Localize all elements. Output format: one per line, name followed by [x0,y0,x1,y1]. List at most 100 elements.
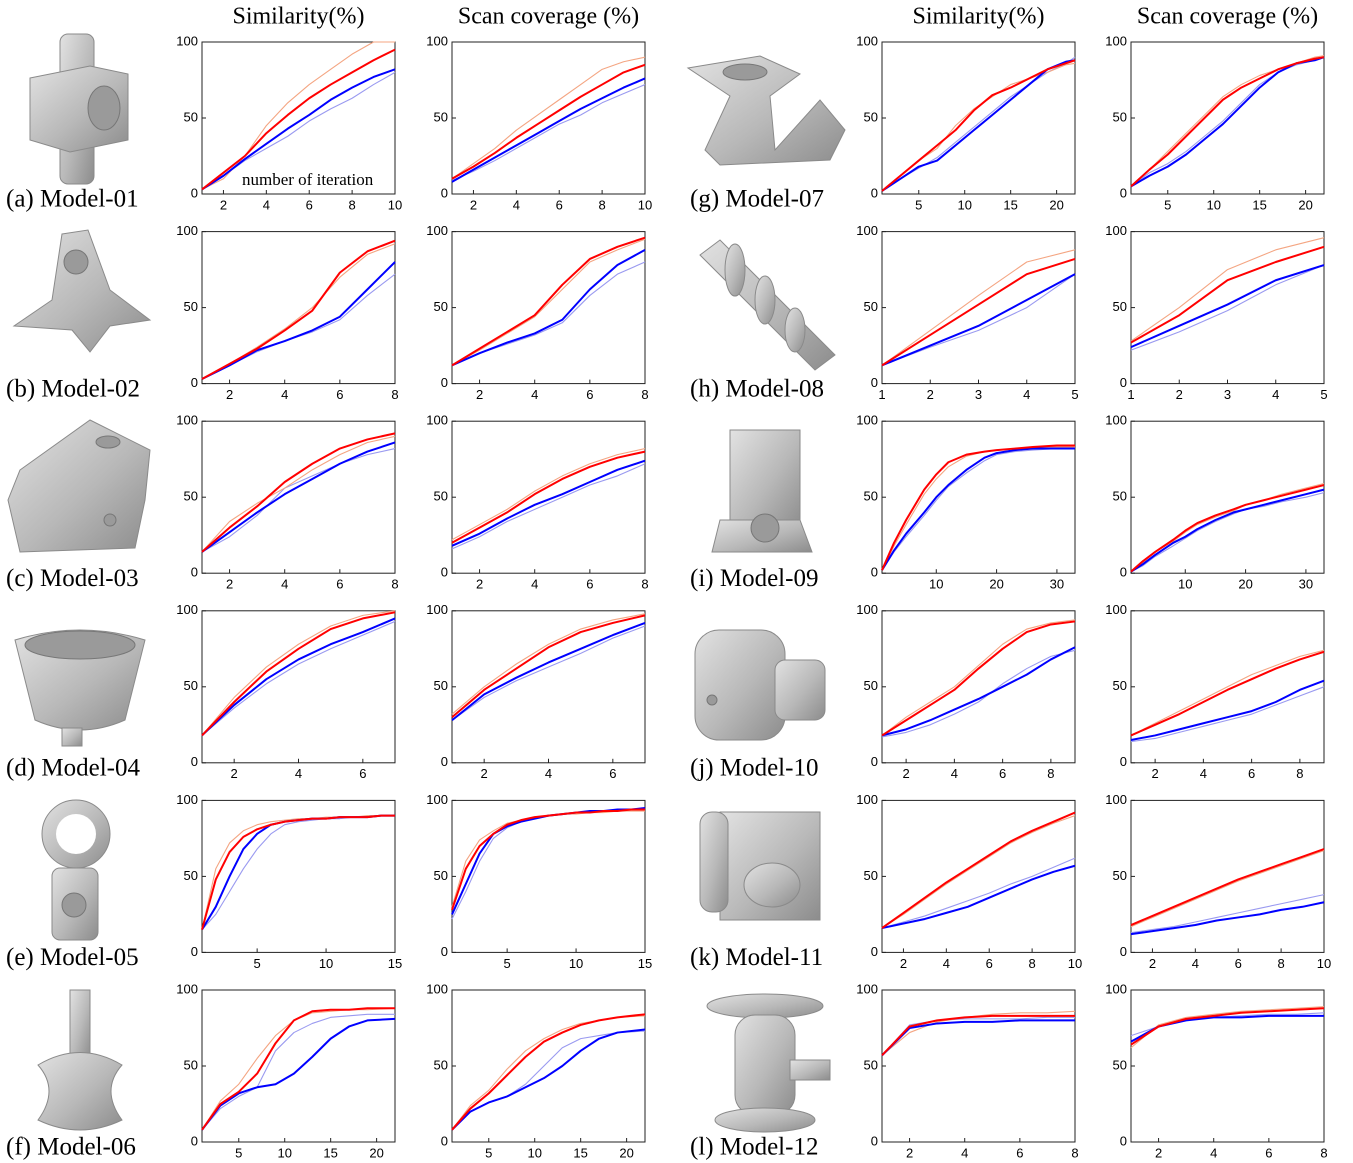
x-tick-label: 8 [391,577,398,592]
x-tick-label: 4 [281,387,288,402]
model-caption: (c) Model-03 [6,565,139,592]
model-10 [695,630,825,740]
model-03 [8,420,150,552]
chart: 0501002468 [176,413,398,592]
y-tick-label: 50 [864,489,878,504]
y-tick-label: 100 [176,981,198,996]
y-tick-label: 0 [1120,565,1127,580]
x-tick-label: 3 [975,387,982,402]
x-tick-label: 5 [485,1145,492,1160]
y-tick-label: 0 [441,375,448,390]
x-tick-label: 8 [1277,956,1284,971]
x-tick-label: 2 [903,766,910,781]
plot-frame [882,800,1075,952]
chart: 0501002468 [426,223,648,402]
model-caption: (k) Model-11 [690,944,823,971]
series-line [202,1014,395,1130]
y-tick-label: 100 [426,33,448,48]
series-line [452,238,645,366]
model-caption: (h) Model-08 [690,375,824,402]
y-tick-label: 50 [1113,1057,1127,1072]
x-tick-label: 5 [1320,387,1327,402]
y-tick-label: 50 [864,1057,878,1072]
x-tick-label: 1 [878,387,885,402]
y-tick-label: 50 [434,489,448,504]
series-line [452,464,645,549]
chart: 050100246810number of iteration [176,33,402,212]
chart: 0501002468 [856,981,1078,1160]
y-tick-label: 100 [176,223,198,238]
x-tick-label: 2 [1152,766,1159,781]
y-tick-label: 0 [871,565,878,580]
x-tick-label: 2 [1155,1145,1162,1160]
y-tick-label: 50 [1113,109,1127,124]
y-tick-label: 100 [1105,413,1127,428]
y-tick-label: 100 [856,792,878,807]
x-tick-label: 2 [481,766,488,781]
series-line [202,1019,395,1130]
model-caption: (j) Model-10 [690,755,818,782]
series-line [1131,265,1324,350]
y-tick-label: 0 [871,944,878,959]
x-tick-label: 10 [929,577,943,592]
x-tick-label: 8 [1296,766,1303,781]
series-line [202,611,395,736]
x-tick-label: 10 [1068,956,1082,971]
model-11 [700,812,820,920]
series-line [202,816,395,930]
series-line [882,858,1075,928]
x-tick-label: 2 [231,766,238,781]
series-line [452,1031,645,1130]
x-tick-label: 4 [1210,1145,1217,1160]
y-tick-label: 100 [426,413,448,428]
series-line [202,449,395,552]
series-line [882,274,1075,365]
y-tick-label: 100 [856,981,878,996]
y-tick-label: 50 [1113,489,1127,504]
model-caption: (l) Model-12 [690,1134,818,1161]
y-tick-label: 100 [176,792,198,807]
y-tick-label: 50 [1113,868,1127,883]
series-line [452,808,645,914]
x-tick-label: 6 [336,387,343,402]
x-tick-label: 2 [470,197,477,212]
model-08 [700,240,835,370]
x-tick-label: 5 [915,197,922,212]
series-line [882,621,1075,735]
x-tick-label: 2 [226,577,233,592]
chart: 050100246810 [426,33,652,212]
model-caption: (e) Model-05 [6,944,139,971]
series-line [452,452,645,543]
series-line [1131,57,1324,186]
x-tick-label: 10 [1317,956,1331,971]
column-header: Similarity(%) [233,4,365,30]
y-tick-label: 100 [426,981,448,996]
x-tick-label: 2 [476,577,483,592]
x-tick-label: 5 [254,956,261,971]
x-tick-label: 10 [1178,577,1192,592]
series-line [882,259,1075,365]
plot-frame [882,611,1075,763]
x-tick-label: 5 [1164,197,1171,212]
x-tick-label: 2 [1176,387,1183,402]
y-tick-label: 50 [434,109,448,124]
x-tick-label: 6 [359,766,366,781]
y-tick-label: 0 [441,185,448,200]
x-tick-label: 1 [1127,387,1134,402]
y-tick-label: 0 [871,375,878,390]
x-tick-label: 8 [1320,1145,1327,1160]
x-tick-label: 10 [569,956,583,971]
plot-frame [202,232,395,384]
y-tick-label: 0 [871,1133,878,1148]
x-tick-label: 8 [641,387,648,402]
x-tick-label: 5 [504,956,511,971]
plot-frame [202,990,395,1142]
x-tick-label: 20 [369,1145,383,1160]
series-line [452,1030,645,1130]
y-tick-label: 50 [864,109,878,124]
x-tick-label: 2 [906,1145,913,1160]
x-tick-label: 6 [1235,956,1242,971]
column-header: Scan coverage (%) [1137,4,1318,30]
